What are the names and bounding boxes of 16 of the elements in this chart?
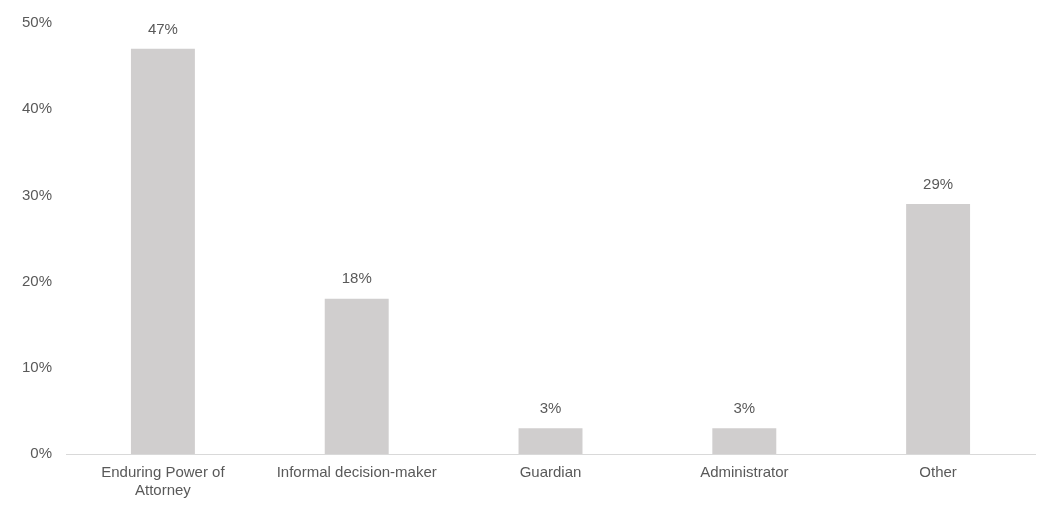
data-label: 3% — [539, 398, 562, 416]
x-tick-label: Enduring Power of Attorney — [101, 463, 226, 499]
x-tick-label: Informal decision-maker — [276, 463, 437, 481]
data-label: 3% — [733, 398, 756, 416]
y-tick-label: 0% — [30, 444, 53, 462]
y-tick-label: 20% — [21, 271, 53, 289]
x-tick-label: Guardian — [519, 463, 582, 481]
y-tick-label: 40% — [21, 99, 53, 117]
y-tick-label: 50% — [21, 13, 53, 31]
y-tick-label: 10% — [21, 357, 53, 375]
data-label: 29% — [923, 174, 954, 192]
y-tick-label: 30% — [21, 185, 53, 203]
data-label: 47% — [147, 19, 178, 37]
x-tick-label: Administrator — [700, 463, 789, 481]
data-label: 18% — [341, 269, 372, 287]
x-tick-label: Other — [919, 463, 957, 481]
